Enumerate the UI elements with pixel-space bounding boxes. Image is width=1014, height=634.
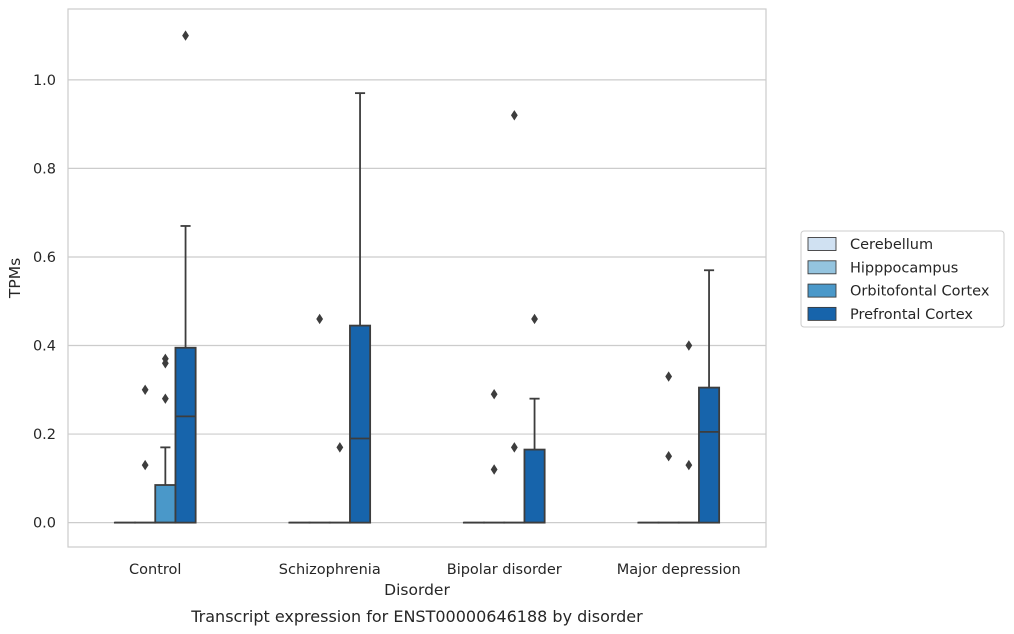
y-axis-label: TPMs <box>6 258 24 299</box>
legend-label: Hipppocampus <box>850 260 958 276</box>
y-tick-label: 0.2 <box>33 427 56 443</box>
outlier-point <box>490 389 498 400</box>
box <box>154 484 177 524</box>
y-tick-label: 0.8 <box>33 161 56 177</box>
legend-frame <box>800 230 1005 328</box>
grid-layer <box>68 79 766 524</box>
x-tick-label: Schizophrenia <box>279 562 381 578</box>
outlier-point <box>665 451 673 462</box>
outlier-point <box>141 459 149 471</box>
outlier-point <box>141 384 149 396</box>
legend-label: Orbitofontal Cortex <box>850 284 990 300</box>
outlier-point <box>490 464 498 475</box>
outlier-point <box>665 371 673 382</box>
outlier-point <box>685 459 693 471</box>
x-tick-label: Control <box>129 562 181 578</box>
legend-label: Cerebellum <box>850 237 933 253</box>
box <box>523 448 546 524</box>
legend-swatch <box>807 306 837 321</box>
outlier-point <box>161 353 169 365</box>
outlier-point <box>316 313 324 325</box>
outlier-point <box>685 340 693 351</box>
outlier-point <box>182 30 189 41</box>
x-tick-label: Bipolar disorder <box>447 562 562 578</box>
y-tick-label: 0.0 <box>33 516 56 532</box>
outlier-point <box>510 442 518 453</box>
x-axis-label: Disorder <box>384 581 450 599</box>
y-tick-label: 0.4 <box>33 339 56 355</box>
box-layer <box>113 30 721 524</box>
y-tick-label: 1.0 <box>33 73 56 89</box>
outlier-point <box>336 442 344 453</box>
box <box>349 324 372 524</box>
legend-swatch <box>807 260 837 275</box>
box <box>698 386 721 524</box>
legend-swatch <box>807 237 837 251</box>
outlier-point <box>161 393 169 404</box>
legend-swatch <box>807 283 837 298</box>
legend: Cerebellum Hipppocampus Orbitofontal Corte… <box>800 230 1005 328</box>
legend-label: Prefrontal Cortex <box>850 307 973 323</box>
outlier-point <box>531 313 538 325</box>
y-tick-label: 0.6 <box>33 250 56 266</box>
box <box>174 346 197 524</box>
plot-frame <box>67 8 767 548</box>
outlier-point <box>510 110 518 121</box>
chart-caption: Transcript expression for ENST0000064618… <box>190 607 643 626</box>
x-tick-label: Major depression <box>617 562 741 578</box>
tick-layer: 0.0 0.2 0.4 0.6 0.8 1.0 Control Schizophrenia Bi… <box>33 73 741 578</box>
